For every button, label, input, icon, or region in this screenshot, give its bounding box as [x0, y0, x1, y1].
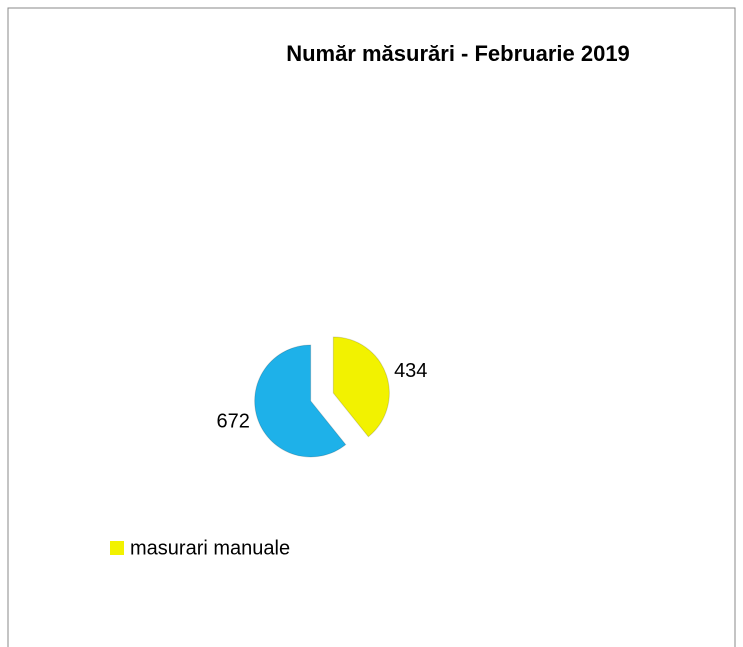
data-label: 672 — [217, 411, 250, 433]
pie-slice — [254, 344, 347, 458]
legend-label: masurari manuale — [130, 537, 290, 559]
data-label: 434 — [394, 360, 427, 382]
chart-title: Număr măsurări - Februarie 2019 — [286, 41, 630, 66]
chart-frame — [7, 7, 736, 647]
legend-swatch — [110, 541, 124, 555]
pie-slice — [332, 336, 390, 438]
